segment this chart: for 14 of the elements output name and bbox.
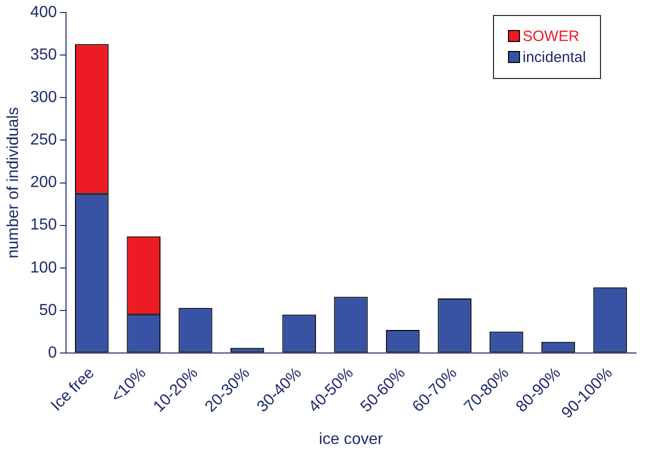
y-axis-title: number of individuals — [5, 107, 22, 258]
y-tick-label: 100 — [30, 259, 57, 276]
legend-label: incidental — [522, 48, 586, 66]
y-tick-label: 0 — [48, 344, 57, 362]
x-tick-label: Ice free — [48, 364, 98, 414]
y-tick-label: 300 — [30, 89, 57, 106]
y-tick-label: 350 — [30, 46, 57, 64]
y-tick-label: 50 — [39, 302, 57, 319]
x-axis-title: ice cover — [318, 430, 384, 448]
y-tick-label: 400 — [30, 4, 57, 22]
y-tick-label: 250 — [30, 132, 57, 149]
y-tick-label: 200 — [30, 174, 57, 192]
y-tick-label: 150 — [30, 216, 57, 234]
legend-label: SOWER — [522, 28, 580, 45]
